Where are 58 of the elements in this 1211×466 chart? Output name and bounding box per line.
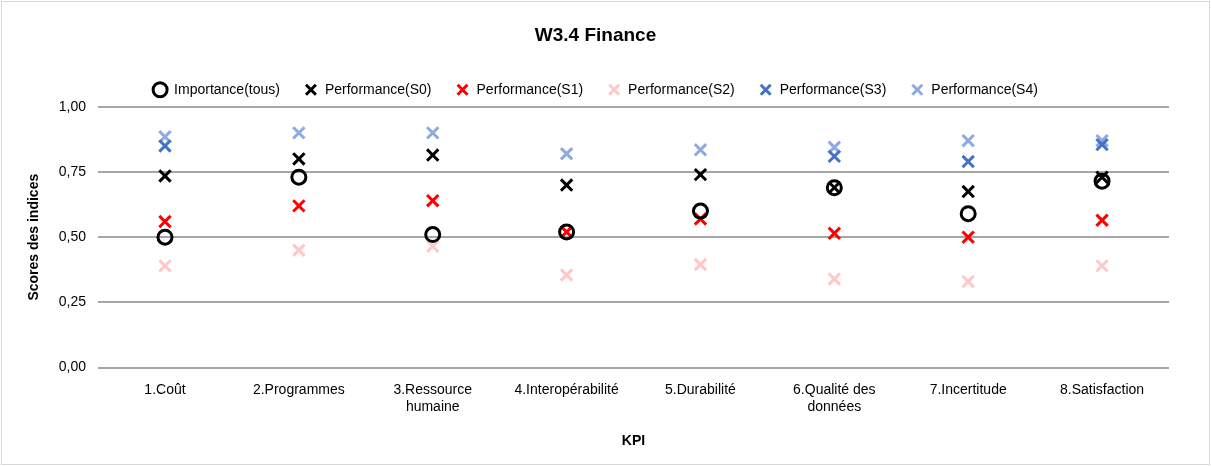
- point: [693, 142, 708, 157]
- x-axis-title: KPI: [621, 432, 646, 449]
- legend-label: Performance(S0): [324, 80, 432, 97]
- point: [693, 257, 708, 272]
- point: [1094, 137, 1110, 152]
- point: [961, 184, 976, 199]
- point: [961, 154, 976, 169]
- legend-label: Performance(S3): [779, 80, 887, 97]
- point: [559, 146, 574, 161]
- point: [157, 258, 173, 274]
- point: [291, 151, 307, 167]
- point: [691, 202, 709, 220]
- point: [827, 226, 842, 241]
- point: [559, 267, 574, 283]
- point: [827, 271, 842, 287]
- x-tick-label: 1.Coût: [144, 380, 186, 397]
- point: [961, 230, 976, 245]
- point: [424, 226, 442, 244]
- legend-label: Performance(S2): [628, 80, 735, 97]
- point: [961, 133, 976, 148]
- point: [425, 125, 440, 141]
- x-tick-label: 6.Qualité des données: [793, 380, 876, 414]
- legend-label: Importance(tous): [174, 80, 280, 97]
- y-tick-label: 0,50: [58, 228, 87, 245]
- chart-title: W3.4 Finance: [534, 23, 657, 45]
- point: [157, 168, 173, 184]
- point: [157, 214, 173, 229]
- x-tick-label: 8.Satisfaction: [1060, 380, 1145, 397]
- y-tick-label: 0,25: [58, 293, 87, 310]
- point: [291, 198, 307, 214]
- x-tick-label: 4.Interopérabilité: [514, 380, 619, 397]
- point: [156, 228, 174, 246]
- point: [559, 177, 574, 193]
- legend-label: Performance(S4): [931, 80, 1038, 97]
- point: [693, 167, 708, 182]
- point: [1094, 258, 1110, 274]
- x-tick-label: 7.Incertitude: [929, 380, 1007, 397]
- point: [959, 205, 977, 223]
- x-tick-label: 2.Programmes: [252, 380, 345, 397]
- x-tick-label: 5.Durabilité: [665, 380, 737, 397]
- point: [290, 168, 308, 186]
- point: [961, 274, 976, 289]
- legend-label: Performance(S1): [476, 80, 584, 97]
- y-axis-title: Scores des indices: [25, 173, 42, 301]
- point: [827, 149, 842, 164]
- x-tick-label: 3.Ressource humaine: [393, 380, 473, 414]
- point: [1093, 172, 1111, 190]
- y-tick-label: 0,00: [58, 358, 87, 375]
- point: [425, 147, 440, 163]
- point: [291, 125, 307, 141]
- point: [157, 138, 173, 154]
- y-tick-label: 1,00: [58, 97, 87, 114]
- point: [425, 239, 440, 254]
- y-tick-label: 0,75: [58, 162, 87, 179]
- point: [291, 243, 307, 258]
- point: [1094, 213, 1110, 228]
- point: [425, 193, 440, 208]
- point: [1094, 170, 1110, 185]
